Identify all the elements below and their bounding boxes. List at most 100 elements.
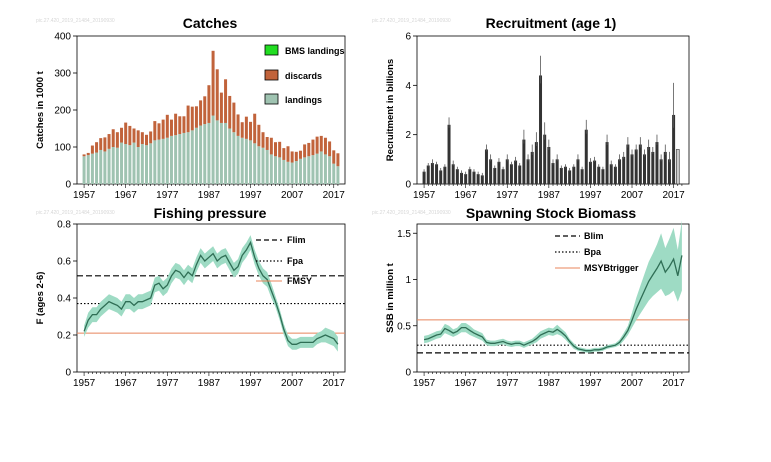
landings-bar (328, 156, 332, 184)
landings-bar (136, 147, 140, 184)
landings-bar (157, 139, 161, 184)
recruitment-bar (455, 169, 459, 184)
y-tick-label: 400 (54, 32, 71, 43)
landings-bar (307, 156, 311, 184)
recruitment-bar (530, 151, 534, 184)
recruitment-bar (443, 166, 447, 184)
discards-bar (111, 129, 115, 147)
landings-bar (169, 135, 173, 184)
discards-bar (149, 131, 153, 144)
landings-bar (90, 153, 94, 184)
landings-bar (232, 132, 236, 184)
landings-bar (278, 157, 282, 184)
recruitment-bar (630, 154, 634, 184)
x-tick-label: 1997 (579, 378, 602, 389)
landings-bar (224, 122, 228, 184)
x-tick-label: 1957 (73, 378, 96, 389)
x-tick-label: 1987 (538, 378, 561, 389)
recruitment-bar (501, 169, 505, 184)
discards-bar (290, 151, 294, 163)
discards-bar (232, 102, 236, 133)
landings-bar (99, 149, 103, 184)
discards-bar (265, 137, 269, 150)
landings-bar (257, 146, 261, 184)
legend-label-bpa: Bpa (584, 247, 602, 257)
discards-bar (194, 106, 198, 128)
recruitment-bar (672, 114, 676, 184)
recruitment-bar (580, 169, 584, 184)
recruitment-bar (563, 166, 567, 184)
discards-bar (224, 79, 228, 123)
landings-bar (315, 153, 319, 184)
recruitment-bar (543, 134, 547, 184)
landings-bar (286, 161, 290, 184)
discards-bar (86, 152, 90, 156)
recruitment-bar (439, 170, 443, 184)
landings-bar (303, 157, 307, 184)
y-tick-label: 200 (54, 106, 71, 117)
recruitment-bar (626, 144, 630, 184)
ssb-yticks: 0 0.5 1 1.5 (397, 229, 417, 379)
discards-bar (165, 114, 169, 138)
recruitment-bar (518, 165, 522, 184)
discards-bar (157, 123, 161, 140)
catches-title: Catches (183, 15, 238, 31)
discards-bar (186, 105, 190, 133)
x-tick-label: 1957 (413, 190, 436, 201)
recruitment-bar (555, 159, 559, 184)
landings-bar (120, 142, 124, 184)
estimate-line (83, 240, 339, 345)
fishing-xticks: 1957 1967 1977 1987 1997 2007 2017 (73, 372, 345, 389)
fishing-reference-lines (77, 275, 345, 334)
discards-bar (319, 135, 323, 152)
ssb-legend: Blim Bpa MSYBtrigger (555, 231, 639, 273)
x-tick-label: 1967 (455, 378, 478, 389)
discards-bar (128, 125, 132, 146)
landings-bar (111, 147, 115, 184)
x-tick-label: 1987 (198, 378, 221, 389)
discards-bar (228, 95, 232, 129)
discards-bar (174, 113, 178, 136)
catches-ylabel: Catches in 1000 t (35, 70, 46, 148)
recruitment-bar (597, 166, 601, 184)
landings-bar (215, 120, 219, 184)
recruitment-bar (460, 172, 464, 184)
landings-bar (211, 115, 215, 184)
landings-bar (228, 128, 232, 184)
recruitment-bar (426, 165, 430, 184)
x-tick-label: 1977 (156, 378, 179, 389)
landings-bar (249, 140, 253, 184)
recruitment-bar (584, 129, 588, 184)
y-tick-label: 0 (405, 180, 411, 191)
x-tick-label: 2007 (281, 190, 304, 201)
discards-bar (161, 119, 165, 139)
landings-bar (240, 137, 244, 184)
landings-bar (311, 155, 315, 184)
landings-bar (174, 135, 178, 184)
recruitment-bar (663, 151, 667, 184)
recruitment-bar (568, 170, 572, 184)
ssb-title: Spawning Stock Biomass (466, 205, 637, 221)
discards-bar (145, 134, 148, 146)
recruitment-bar (539, 75, 543, 184)
x-tick-label: 1997 (239, 378, 262, 389)
recruitment-bar (576, 159, 580, 184)
landings-bar (190, 130, 194, 184)
landings-bar (253, 143, 257, 184)
landings-bar (140, 144, 144, 184)
recruitment-bar (476, 174, 480, 184)
recruitment-bar (647, 147, 651, 184)
landings-bar (319, 151, 323, 184)
discards-bar (219, 92, 223, 123)
landings-bar (82, 156, 86, 184)
landings-bar (244, 138, 248, 184)
discards-bar (286, 146, 290, 162)
discards-bar (253, 113, 257, 144)
fishing-pressure-panel: pic.27.420_2019_21484_20190930 Fishing p… (35, 205, 346, 389)
discards-bar (90, 145, 94, 154)
discards-bar (115, 132, 119, 148)
landings-bar (165, 137, 169, 184)
discards-bar (282, 148, 286, 160)
landings-bar (282, 159, 286, 184)
y-tick-label: 100 (54, 143, 71, 154)
